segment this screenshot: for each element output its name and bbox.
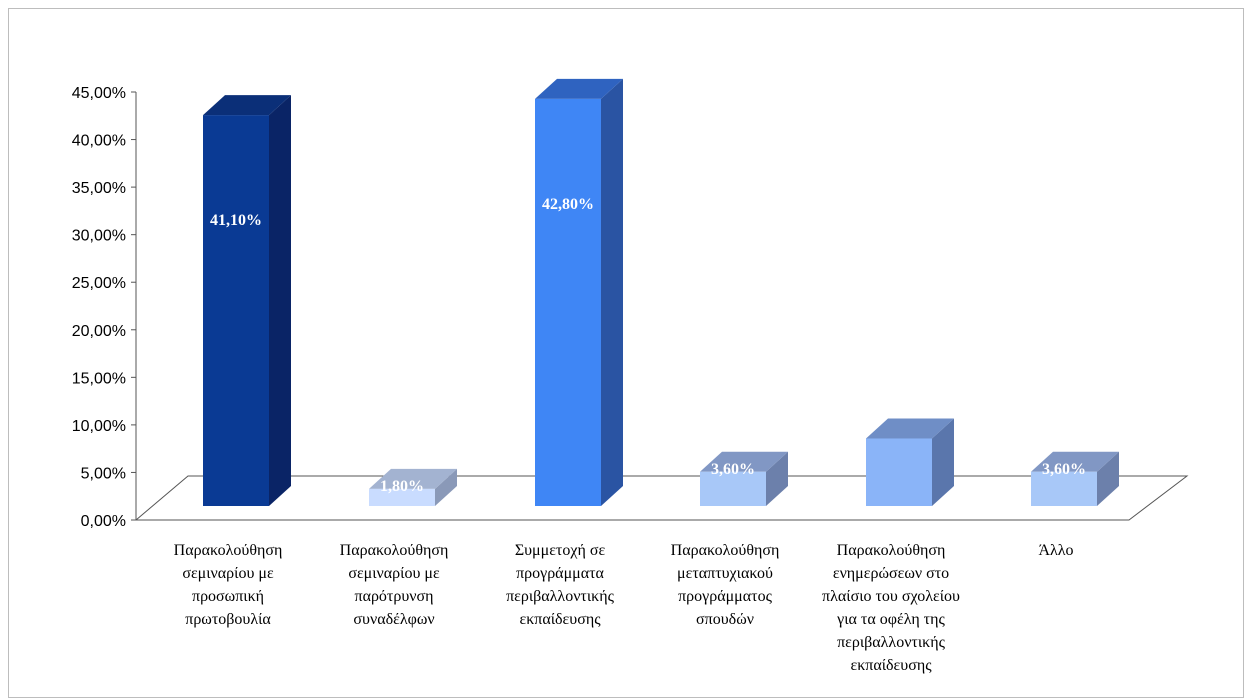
bar-top <box>203 95 291 116</box>
bar <box>1031 471 1097 506</box>
category-label: Συμμετοχή σε προγράμματα περιβαλλοντικής… <box>506 542 614 628</box>
bar <box>866 438 932 506</box>
data-label: 3,60% <box>711 461 755 478</box>
data-label: 7,10% <box>877 535 921 552</box>
bar-top <box>1031 451 1119 472</box>
category-label: Παρακολούθηση μεταπτυχιακού προγράμματος… <box>670 542 780 628</box>
bar-side <box>1097 451 1119 506</box>
y-tick-label: 35,00% <box>72 180 126 197</box>
y-tick-label: 25,00% <box>72 275 126 292</box>
bar-top <box>700 451 788 472</box>
y-tick-label: 10,00% <box>72 418 126 435</box>
data-label: 42,80% <box>542 196 594 213</box>
category-label: Παρακολούθηση σεμιναρίου με προσωπική πρ… <box>173 542 283 628</box>
category-label: Άλλο <box>1038 542 1074 559</box>
y-tick-label: 5,00% <box>81 465 126 482</box>
y-tick-label: 20,00% <box>72 323 126 340</box>
y-tick-label: 30,00% <box>72 228 126 245</box>
floor-plane <box>134 475 1189 521</box>
y-tick-label: 40,00% <box>72 133 126 150</box>
data-label: 3,60% <box>1042 461 1086 478</box>
bar-side <box>766 451 788 506</box>
bar <box>369 488 435 506</box>
y-tick-label: 15,00% <box>72 370 126 387</box>
bar <box>700 471 766 506</box>
category-label: Παρακολούθηση ενημερώσεων στο πλαίσιο το… <box>822 542 960 674</box>
bar-side <box>601 78 623 507</box>
data-label: 1,80% <box>380 478 424 495</box>
bar-side <box>269 95 291 507</box>
bar-chart: 0,00% 5,00% 10,00% 15,00% 20,00% 25,00% 30,00%… <box>72 78 1189 552</box>
chart-frame: 0,00% 5,00% 10,00% 15,00% 20,00% 25,00% 30,00%… <box>8 8 1244 698</box>
bar-top <box>866 418 954 439</box>
data-label: 41,10% <box>210 212 262 229</box>
bar <box>203 115 269 507</box>
bar-side <box>435 468 457 506</box>
bar-side <box>932 418 954 506</box>
bar <box>535 98 601 507</box>
category-label: Παρακολούθηση σεμιναρίου με παρότρυνση σ… <box>339 542 449 628</box>
y-tick-label: 0,00% <box>81 513 126 530</box>
bar-top <box>535 78 623 99</box>
y-tick-label: 45,00% <box>72 85 126 102</box>
bar-top <box>369 468 457 489</box>
